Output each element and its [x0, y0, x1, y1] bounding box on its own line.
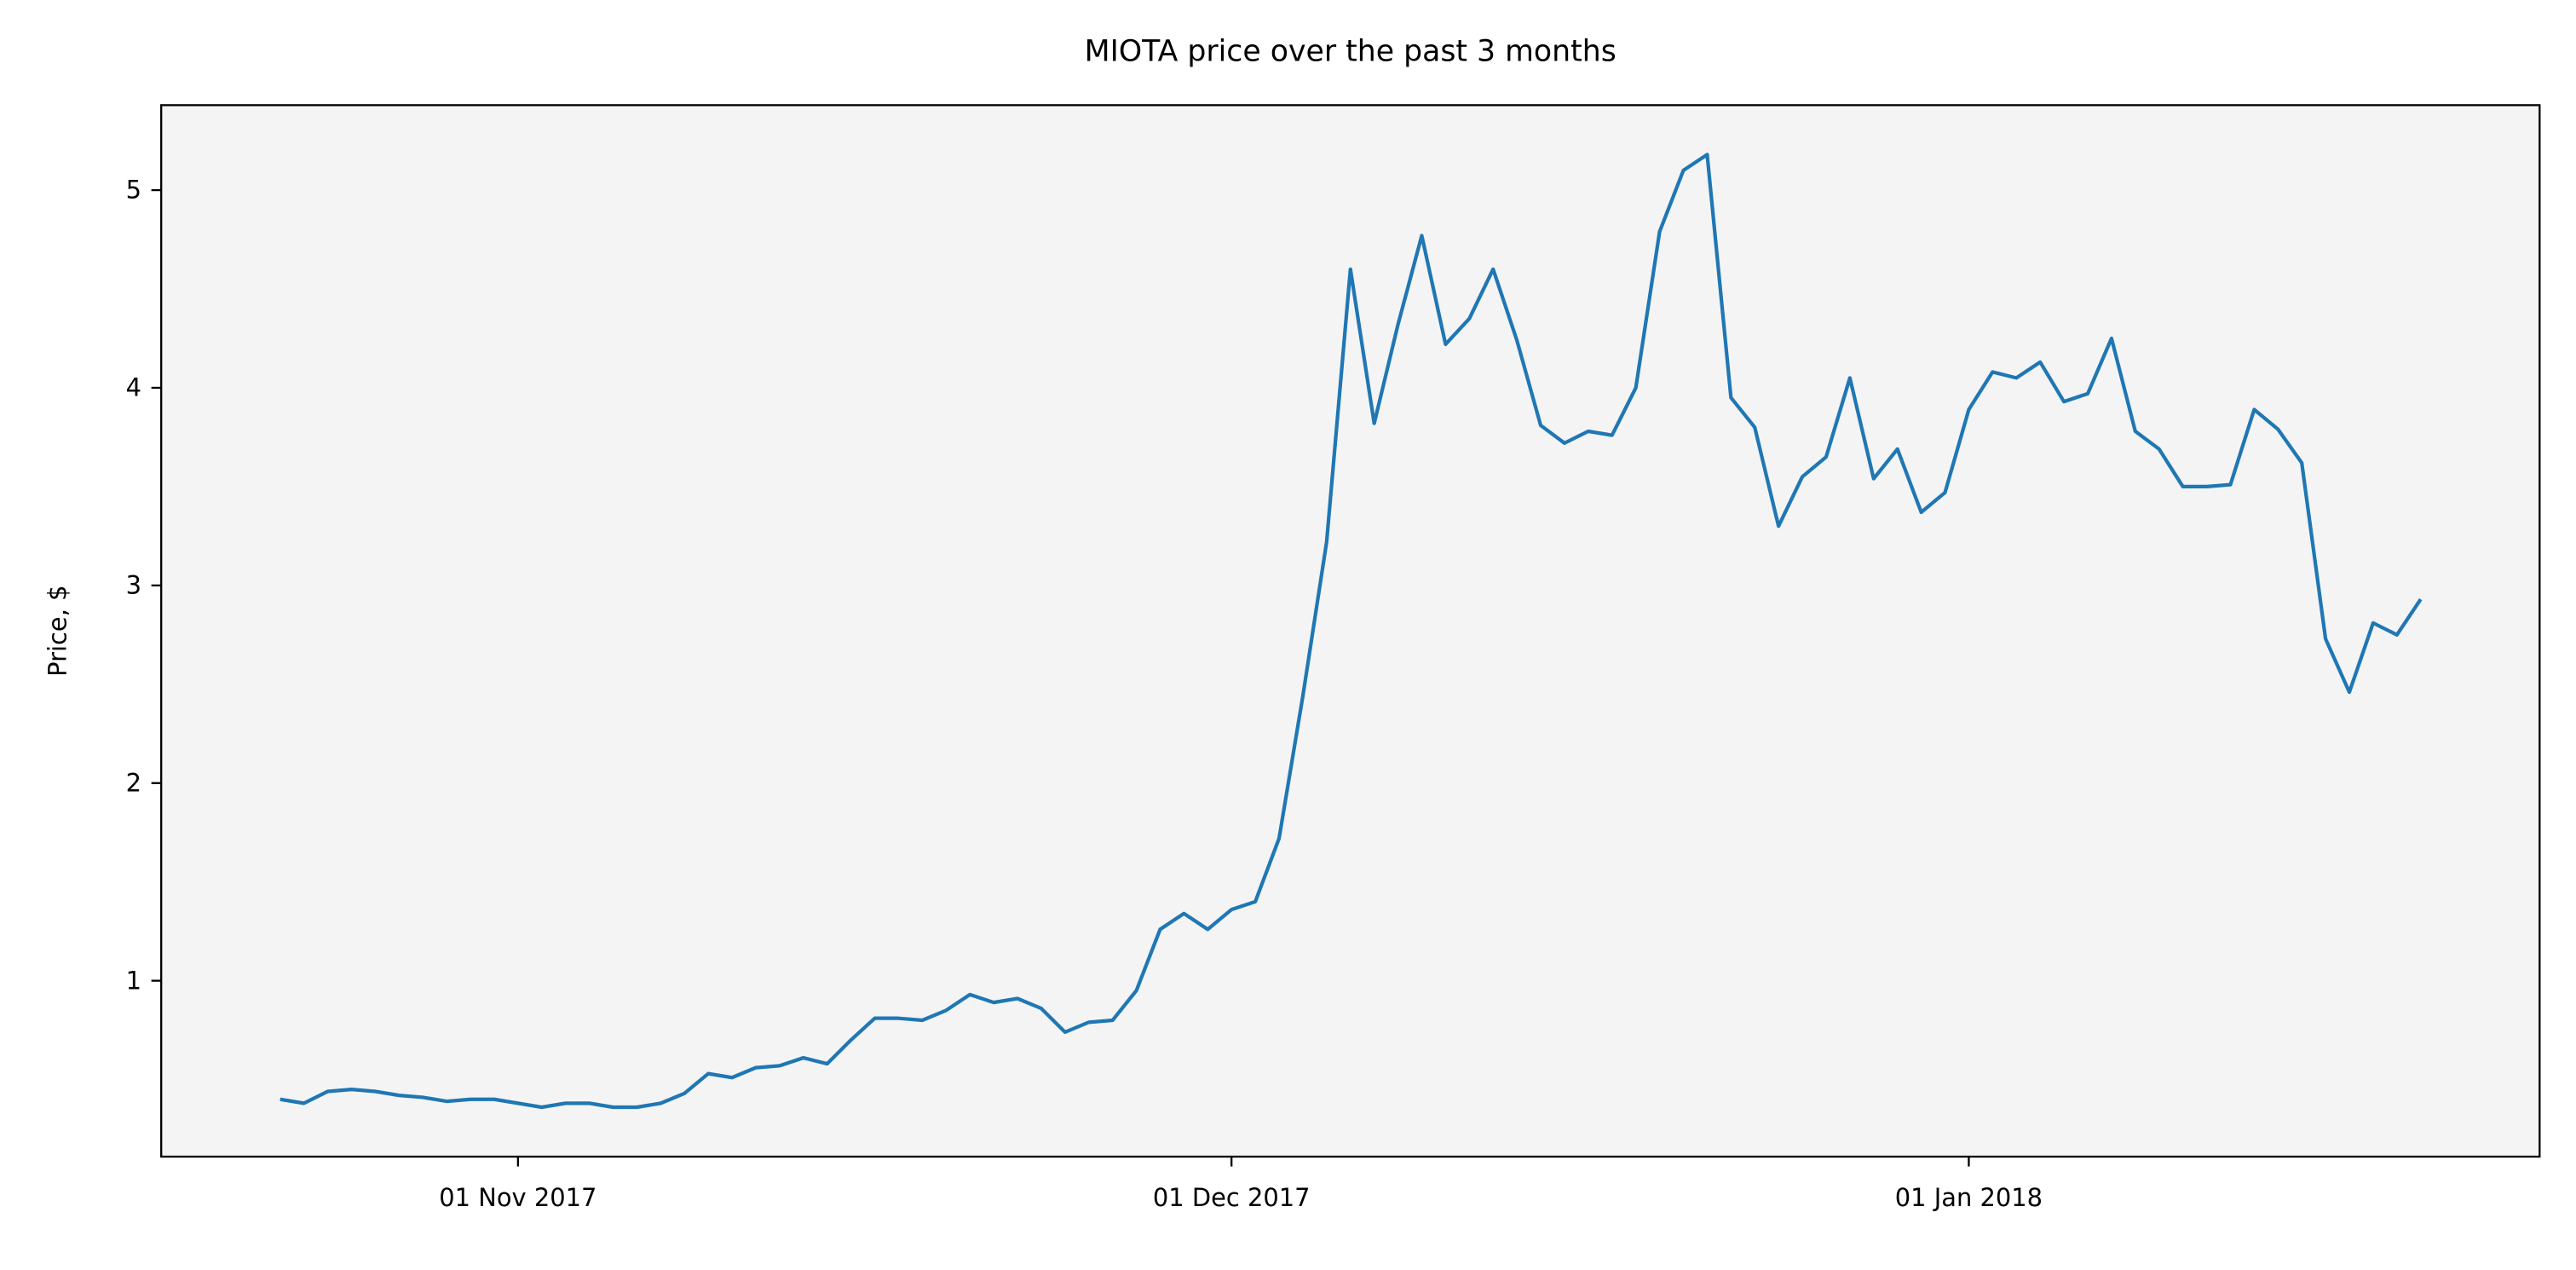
price-line [279, 153, 2423, 1110]
x-tick-label: 01 Dec 2017 [1153, 1183, 1311, 1212]
y-tick-label: 1 [126, 966, 141, 995]
y-axis-label: Price, $ [43, 586, 72, 677]
chart-title: MIOTA price over the past 3 months [1085, 34, 1616, 68]
x-tick-label: 01 Nov 2017 [439, 1183, 596, 1212]
plot-area [161, 105, 2540, 1157]
y-tick-label: 3 [126, 570, 141, 599]
plot-frame [160, 104, 2541, 1158]
x-tick-label: 01 Jan 2018 [1895, 1183, 2043, 1212]
y-tick-label: 5 [126, 176, 141, 205]
y-tick-label: 4 [126, 373, 141, 402]
y-tick-label: 2 [126, 768, 141, 797]
